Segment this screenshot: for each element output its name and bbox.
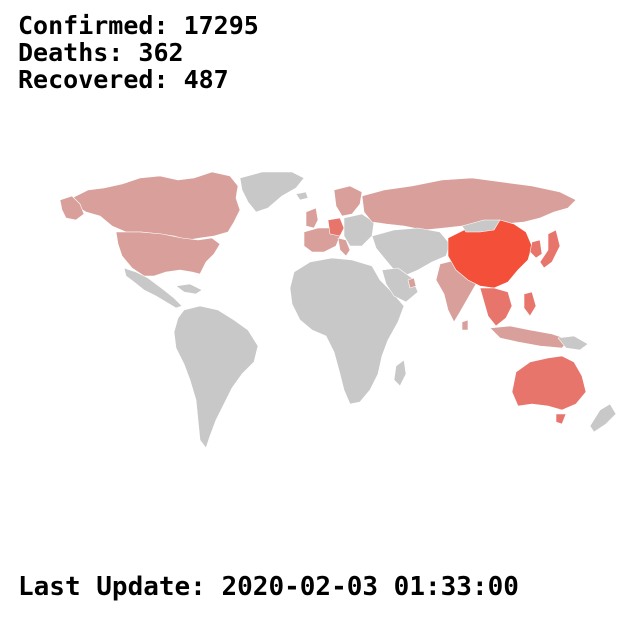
confirmed-stat: Confirmed: 17295 [18,12,259,39]
italy-region [337,237,351,257]
indonesia-region [489,325,571,349]
deaths-stat: Deaths: 362 [18,39,259,66]
deaths-label: Deaths: [18,38,124,67]
new-zealand-region [589,403,617,433]
africa-region [289,257,405,405]
philippines-region [523,291,537,317]
eastern-europe-region [343,213,375,247]
greenland-region [239,171,305,213]
mexico-central-america-region [123,267,183,309]
deaths-value: 362 [138,38,184,67]
stats-panel: Confirmed: 17295 Deaths: 362 Recovered: … [18,12,259,93]
united-states-region [115,231,221,277]
recovered-value: 487 [183,65,229,94]
caribbean-region [175,283,203,295]
canada-region [71,171,241,241]
middle-east-region [371,227,451,277]
last-update-label: Last Update: [18,572,206,602]
last-update-value: 2020-02-03 01:33:00 [221,572,519,602]
last-update: Last Update: 2020-02-03 01:33:00 [18,572,519,602]
japan-region [539,229,561,269]
recovered-label: Recovered: [18,65,169,94]
alaska-region [59,195,85,221]
uae-region [407,277,417,289]
arabian-peninsula-region [381,267,419,303]
australia-region [511,355,587,411]
new-guinea-region [557,335,589,351]
iceland-region [295,191,309,201]
mongolia-region [461,219,501,233]
madagascar-region [393,359,407,387]
scandinavia-region [333,185,363,217]
south-america-region [173,305,259,449]
confirmed-label: Confirmed: [18,11,169,40]
korea-region [529,239,543,259]
southeast-asia-region [479,287,513,327]
germany-region [327,217,345,237]
confirmed-value: 17295 [183,11,259,40]
world-map [59,171,617,449]
sri-lanka-region [461,319,469,331]
uk-region [305,207,319,229]
russia-region [361,177,577,231]
recovered-stat: Recovered: 487 [18,66,259,93]
tasmania-region [555,413,567,425]
